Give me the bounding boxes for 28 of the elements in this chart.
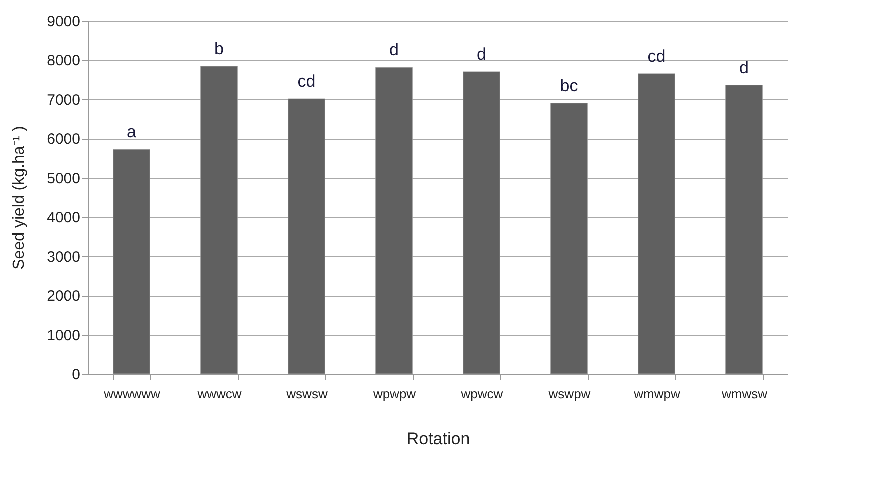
annotation: bc <box>560 76 579 96</box>
annotation: d <box>390 40 399 60</box>
annotation: d <box>740 58 749 78</box>
x-tick-label: wpwpw <box>372 386 417 402</box>
y-axis-title: Seed yield (kg.ha⁻¹ ) <box>11 126 28 270</box>
x-tick-label: wswsw <box>286 386 328 402</box>
annotation: a <box>127 122 138 142</box>
x-tick-label: wswpw <box>548 386 592 402</box>
y-tick-label: 7000 <box>47 92 80 109</box>
x-tick-label: wwwwww <box>103 386 162 402</box>
x-tick-label: wmwsw <box>721 386 768 402</box>
y-tick-label: 9000 <box>47 14 80 30</box>
y-tick-label: 4000 <box>47 210 80 227</box>
annotation: b <box>214 40 224 58</box>
y-tick-label: 3000 <box>47 248 80 266</box>
annotation: cd <box>298 72 316 92</box>
annotation: d <box>477 44 486 64</box>
y-tick-label: 0 <box>72 366 80 384</box>
y-tick-label: 5000 <box>47 170 80 188</box>
y-tick-label: 1000 <box>47 327 80 344</box>
x-axis-title: Rotation <box>406 430 470 448</box>
y-tick-label: 2000 <box>47 288 80 306</box>
x-tick-label: wmwpw <box>633 386 681 402</box>
y-tick-label: 8000 <box>47 52 80 70</box>
x-tick-label: wpwcw <box>460 386 504 402</box>
x-tick-label: wwwcw <box>196 386 242 402</box>
annotation: cd <box>648 46 666 66</box>
y-tick-label: 6000 <box>47 131 80 148</box>
